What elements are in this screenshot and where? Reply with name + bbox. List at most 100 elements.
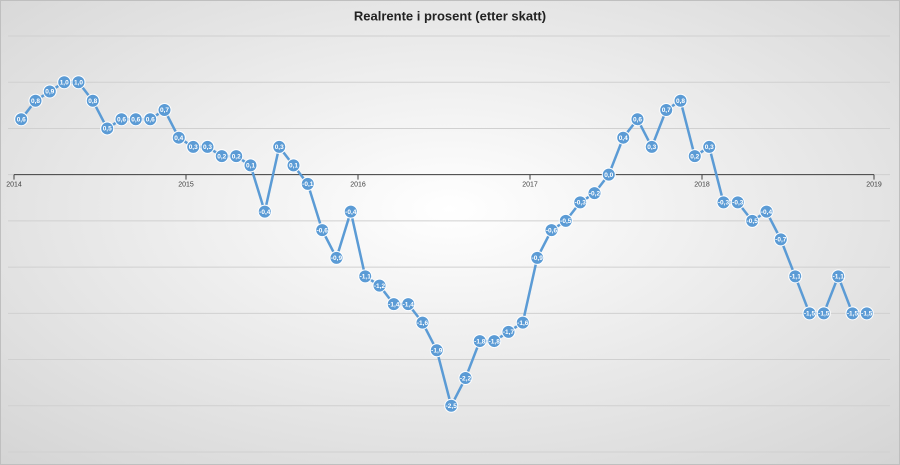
point (200, 139, 215, 154)
data-label: -0,2 (589, 190, 601, 197)
point (272, 139, 287, 154)
chart-title: Realrente i prosent (etter skatt) (354, 8, 546, 23)
data-label: -0,4 (259, 209, 271, 216)
data-label: 0,2 (217, 153, 226, 160)
data-label: -0,1 (302, 181, 314, 188)
point (544, 223, 559, 238)
data-label: -0,4 (345, 209, 357, 216)
x-tick-label: 2017 (522, 182, 538, 189)
point (573, 195, 588, 210)
point (845, 306, 860, 321)
point (587, 186, 602, 201)
point (257, 204, 272, 219)
point (687, 149, 702, 164)
data-label: 0,3 (647, 144, 656, 151)
point (286, 158, 301, 173)
point (759, 204, 774, 219)
data-label: -1,4 (388, 301, 400, 308)
data-label: -0,4 (761, 209, 773, 216)
data-label: 0,8 (88, 98, 97, 105)
data-label: -1,1 (790, 274, 802, 281)
data-label: 1,0 (74, 79, 83, 86)
data-label: -0,3 (718, 200, 730, 207)
data-label: -0,7 (775, 237, 787, 244)
point (401, 297, 416, 312)
point (42, 84, 57, 99)
point (28, 93, 43, 108)
data-label: 0,2 (232, 153, 241, 160)
point (229, 149, 244, 164)
x-tick-label: 2019 (866, 182, 882, 189)
data-label: 0,2 (690, 153, 699, 160)
point (515, 315, 530, 330)
point (773, 232, 788, 247)
point (85, 93, 100, 108)
data-label: -1,9 (431, 348, 443, 355)
data-label: 0,6 (17, 116, 26, 123)
data-label: -0,3 (732, 200, 744, 207)
point (616, 130, 631, 145)
point (601, 167, 616, 182)
point (859, 306, 874, 321)
point (358, 269, 373, 284)
point (630, 112, 645, 127)
data-label: 0,6 (633, 116, 642, 123)
point (100, 121, 115, 136)
point (501, 324, 516, 339)
point (458, 371, 473, 386)
point (816, 306, 831, 321)
point (243, 158, 258, 173)
data-label: -0,3 (575, 200, 587, 207)
point (300, 176, 315, 191)
data-label: 0,1 (246, 163, 255, 170)
point (745, 213, 760, 228)
x-tick-label: 2014 (6, 182, 22, 189)
x-tick-label: 2015 (178, 182, 194, 189)
point (487, 334, 502, 349)
point (659, 102, 674, 117)
data-label: 0,5 (103, 126, 112, 133)
point (429, 343, 444, 358)
data-label: -2,2 (460, 375, 472, 382)
data-label: -0,9 (532, 255, 544, 262)
point (415, 315, 430, 330)
point (372, 278, 387, 293)
data-label: 0,9 (45, 89, 54, 96)
x-tick-label: 2016 (350, 182, 366, 189)
data-label: 0,6 (131, 116, 140, 123)
point (214, 149, 229, 164)
data-label: 0,0 (604, 172, 613, 179)
point (673, 93, 688, 108)
point (57, 75, 72, 90)
point (644, 139, 659, 154)
data-label: 0,6 (117, 116, 126, 123)
data-label: 0,4 (174, 135, 183, 142)
data-label: -1,6 (417, 320, 429, 327)
point (558, 213, 573, 228)
data-label: 0,6 (146, 116, 155, 123)
data-label: 0,3 (275, 144, 284, 151)
data-label: -1,5 (804, 311, 816, 318)
point (831, 269, 846, 284)
point (128, 112, 143, 127)
data-label: -0,6 (546, 227, 558, 234)
data-label: 0,3 (203, 144, 212, 151)
point (157, 102, 172, 117)
point (143, 112, 158, 127)
point (444, 398, 459, 413)
point (788, 269, 803, 284)
data-label: 0,8 (676, 98, 685, 105)
data-label: -0,9 (331, 255, 343, 262)
data-label: -2,5 (446, 403, 458, 410)
data-label: 0,4 (619, 135, 628, 142)
data-label: 0,3 (705, 144, 714, 151)
point (71, 75, 86, 90)
data-label: -1,6 (517, 320, 529, 327)
point (315, 223, 330, 238)
data-label: -0,6 (317, 227, 329, 234)
data-label: 0,7 (662, 107, 671, 114)
point (386, 297, 401, 312)
point (716, 195, 731, 210)
data-label: -1,8 (489, 338, 501, 345)
